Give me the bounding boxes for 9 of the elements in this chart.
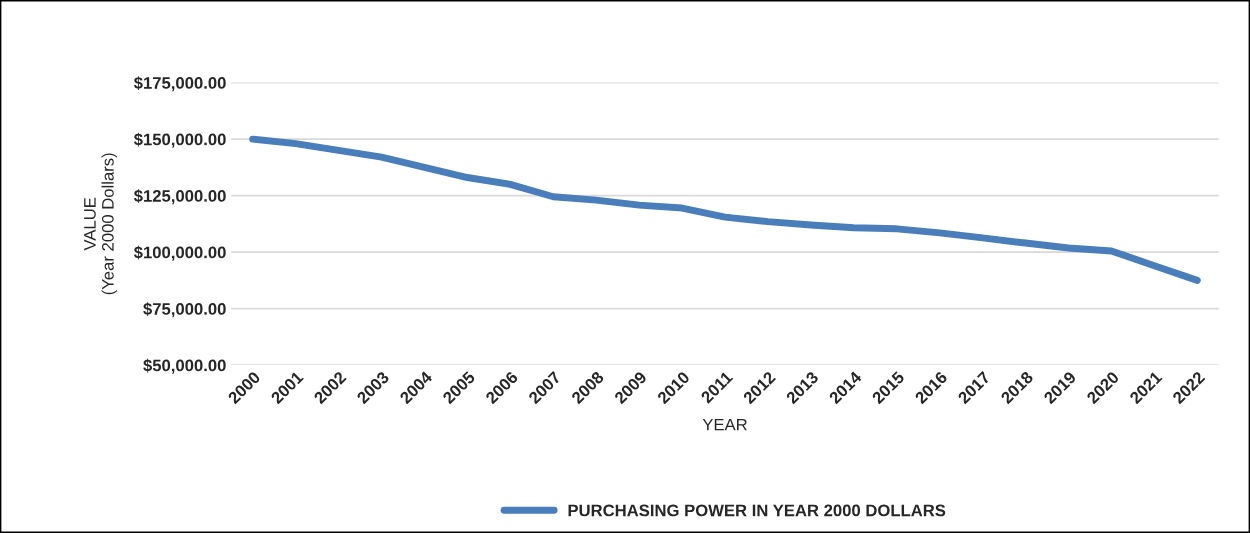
y-tick-label: $50,000.00 <box>143 358 226 374</box>
x-axis-title: YEAR <box>702 418 747 431</box>
y-tick-label: $175,000.00 <box>133 76 226 92</box>
y-tick-label: $150,000.00 <box>133 132 226 148</box>
y-tick-label: $75,000.00 <box>143 302 226 318</box>
y-tick-label: $125,000.00 <box>133 189 226 205</box>
y-tick-label: $100,000.00 <box>133 245 226 261</box>
legend-label: PURCHASING POWER IN YEAR 2000 DOLLARS <box>568 504 946 517</box>
y-axis-title: VALUE (Year 2000 Dollars) <box>84 153 118 295</box>
